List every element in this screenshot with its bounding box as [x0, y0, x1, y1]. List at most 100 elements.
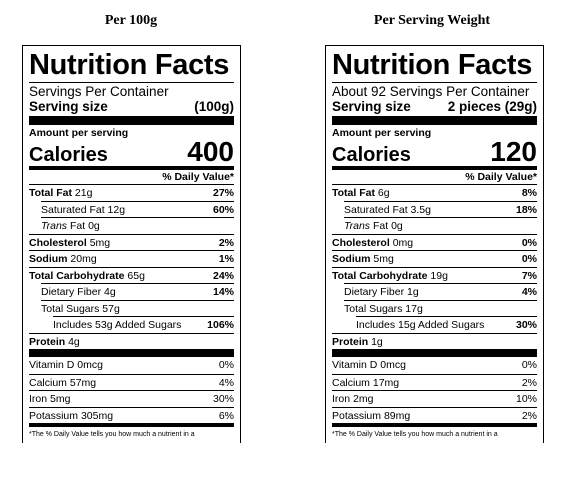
nutrient-label: Protein [29, 335, 66, 348]
nutrient-label: Total Sugars [41, 302, 100, 315]
vitamin-name: Calcium 17mg [332, 375, 399, 391]
nutrient-name: Includes 15g Added Sugars [356, 317, 484, 333]
column-heading: Per 100g [104, 13, 158, 28]
serving-size-row: Serving size 2 pieces (29g) [332, 99, 537, 114]
vitamin-label: Iron [332, 393, 351, 405]
nutrient-name: Total Fat 21g [29, 185, 92, 201]
nutrient-label: Protein [332, 335, 369, 348]
nutrient-label: Cholesterol [29, 236, 87, 249]
vitamin-amount: 17mg [372, 376, 400, 389]
vitamin-name: Potassium 89mg [332, 408, 410, 424]
daily-value: 2% [218, 236, 234, 249]
nutrient-name: Saturated Fat 12g [41, 202, 125, 218]
vitamin-row: Calcium 17mg 2% [332, 373, 537, 391]
label-title: Nutrition Facts [29, 49, 230, 81]
vitamin-name: Iron 2mg [332, 391, 373, 407]
nutrient-row: Saturated Fat 12g 60% [41, 200, 234, 218]
nutrient-amount: 65g [127, 269, 145, 282]
nutrient-row: Total Carbohydrate 19g 7% [332, 266, 537, 284]
vitamin-row: Vitamin D 0mcg 0% [332, 357, 537, 374]
thick-bar [29, 349, 234, 357]
vitamin-amount: 57mg [69, 376, 97, 389]
vitamin-amount: 89mg [383, 409, 411, 422]
amount-per-serving: Amount per serving [29, 127, 129, 139]
daily-value: 0% [521, 236, 537, 249]
vitamin-row: Calcium 57mg 4% [29, 373, 234, 391]
daily-value: 0% [521, 359, 537, 371]
nutrient-row: Sodium 5mg 0% [332, 250, 537, 267]
vitamin-label: Vitamin D [29, 359, 75, 371]
nutrient-amount: 4g [104, 286, 116, 298]
nutrient-row: Dietary Fiber 4g 14% [41, 283, 234, 300]
nutrient-row: Saturated Fat 3.5g 18% [344, 200, 537, 218]
vitamin-name: Potassium 305mg [29, 408, 113, 424]
daily-value: 10% [515, 393, 537, 405]
nutrient-name: Total Carbohydrate 19g [332, 268, 448, 284]
nutrient-label: Total Carbohydrate [29, 269, 125, 282]
vitamin-name: Iron 5mg [29, 391, 70, 407]
medium-bar [29, 166, 234, 170]
calories-value: 120 [490, 136, 537, 167]
nutrient-name: Cholesterol 5mg [29, 235, 110, 251]
servings: Servings Per Container [29, 84, 169, 99]
nutrient-name: Sodium 5mg [332, 251, 394, 267]
nutrient-amount: 3.5g [410, 203, 431, 216]
vitamin-row: Iron 2mg 10% [332, 390, 537, 407]
nutrition-label: Nutrition Facts Servings Per Container Ser… [22, 45, 241, 443]
nutrient-name: Trans Fat 0g [344, 218, 403, 234]
daily-value: 6% [218, 409, 234, 422]
vitamin-label: Potassium [332, 409, 382, 422]
nutrient-label: Sodium [29, 253, 68, 265]
nutrient-row: Cholesterol 0mg 0% [332, 233, 537, 251]
daily-value: 0% [218, 359, 234, 371]
daily-value: 4% [521, 286, 537, 298]
daily-value: 30% [212, 393, 234, 405]
nutrient-amount: 12g [107, 203, 126, 216]
nutrient-prefix: Trans [344, 220, 371, 232]
nutrient-amount: 0mg [392, 236, 414, 249]
daily-value: 4% [218, 376, 234, 389]
nutrient-row: Total Carbohydrate 65g 24% [29, 266, 234, 284]
vitamin-amount: 5mg [50, 393, 71, 405]
calories-label: Calories [29, 144, 108, 166]
nutrient-row: Dietary Fiber 1g 4% [344, 283, 537, 300]
nutrient-amount: 21g [74, 187, 93, 199]
nutrient-name: Total Fat 6g [332, 185, 390, 201]
dv-header: % Daily Value* [465, 171, 537, 183]
nutrient-label: Sodium [332, 253, 371, 265]
nutrient-label: Total Carbohydrate [332, 269, 428, 282]
rule [332, 82, 537, 83]
nutrient-name: Total Carbohydrate 65g [29, 268, 145, 284]
daily-value: 24% [212, 269, 234, 282]
vitamin-amount: 0mcg [380, 359, 406, 371]
footnote: *The % Daily Value tells you how much a … [29, 431, 195, 438]
daily-value: 7% [521, 269, 537, 282]
column-heading: Per Serving Weight [373, 13, 491, 28]
nutrient-label: Includes 53g Added Sugars [53, 319, 182, 331]
vitamin-amount: 305mg [80, 409, 114, 422]
vitamin-amount: 0mcg [77, 359, 103, 371]
daily-value: 2% [521, 409, 537, 422]
vitamin-label: Calcium [29, 376, 67, 389]
thick-bar [332, 116, 537, 125]
nutrient-row: Total Fat 6g 8% [332, 184, 537, 201]
nutrient-row: Protein 1g [332, 332, 537, 350]
nutrient-row: Protein 4g [29, 332, 234, 350]
vitamin-row: Vitamin D 0mcg 0% [29, 357, 234, 374]
nutrient-label: Includes 15g Added Sugars [356, 319, 485, 331]
nutrient-row: Sodium 20mg 1% [29, 250, 234, 267]
nutrient-name: Total Sugars 17g [344, 301, 423, 317]
nutrient-prefix: Trans [41, 220, 68, 232]
nutrient-label: Total Fat [332, 187, 375, 199]
nutrient-name: Protein 1g [332, 334, 383, 350]
medium-bar [332, 423, 537, 427]
footnote: *The % Daily Value tells you how much a … [332, 431, 498, 438]
vitamin-name: Vitamin D 0mcg [29, 357, 103, 374]
nutrient-amount: 4g [68, 335, 80, 348]
nutrient-name: Saturated Fat 3.5g [344, 202, 431, 218]
nutrient-row: Total Sugars 57g [41, 299, 234, 317]
daily-value: 18% [515, 203, 537, 216]
daily-value: 27% [212, 187, 234, 199]
nutrient-amount: 0g [391, 220, 403, 232]
